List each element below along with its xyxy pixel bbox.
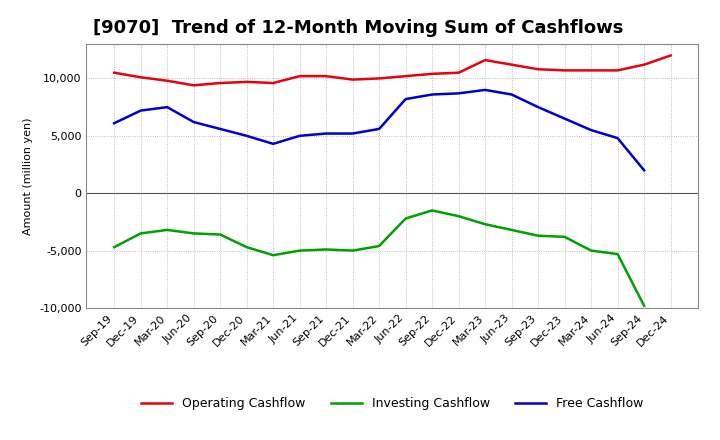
Investing Cashflow <box>322 247 330 252</box>
Operating Cashflow <box>534 66 542 72</box>
Free Cashflow <box>481 87 490 92</box>
Investing Cashflow <box>136 231 145 236</box>
Operating Cashflow <box>401 73 410 79</box>
Line: Operating Cashflow: Operating Cashflow <box>114 55 670 85</box>
Operating Cashflow <box>666 53 675 58</box>
Free Cashflow <box>269 141 277 147</box>
Free Cashflow <box>560 116 569 121</box>
Free Cashflow <box>613 136 622 141</box>
Text: [9070]  Trend of 12-Month Moving Sum of Cashflows: [9070] Trend of 12-Month Moving Sum of C… <box>92 19 623 37</box>
Operating Cashflow <box>348 77 357 82</box>
Legend: Operating Cashflow, Investing Cashflow, Free Cashflow: Operating Cashflow, Investing Cashflow, … <box>136 392 649 415</box>
Investing Cashflow <box>613 251 622 257</box>
Investing Cashflow <box>428 208 436 213</box>
Operating Cashflow <box>560 68 569 73</box>
Operating Cashflow <box>640 62 649 67</box>
Free Cashflow <box>110 121 119 126</box>
Y-axis label: Amount (million yen): Amount (million yen) <box>24 117 34 235</box>
Operating Cashflow <box>295 73 304 79</box>
Operating Cashflow <box>613 68 622 73</box>
Operating Cashflow <box>508 62 516 67</box>
Investing Cashflow <box>295 248 304 253</box>
Investing Cashflow <box>269 253 277 258</box>
Free Cashflow <box>534 104 542 110</box>
Operating Cashflow <box>481 58 490 63</box>
Investing Cashflow <box>534 233 542 238</box>
Operating Cashflow <box>322 73 330 79</box>
Investing Cashflow <box>401 216 410 221</box>
Investing Cashflow <box>640 303 649 308</box>
Investing Cashflow <box>375 243 384 249</box>
Free Cashflow <box>640 168 649 173</box>
Line: Free Cashflow: Free Cashflow <box>114 90 644 170</box>
Operating Cashflow <box>163 78 171 83</box>
Operating Cashflow <box>269 81 277 86</box>
Investing Cashflow <box>189 231 198 236</box>
Free Cashflow <box>428 92 436 97</box>
Line: Investing Cashflow: Investing Cashflow <box>114 210 644 306</box>
Operating Cashflow <box>243 79 251 84</box>
Investing Cashflow <box>348 248 357 253</box>
Operating Cashflow <box>189 83 198 88</box>
Free Cashflow <box>587 128 595 133</box>
Operating Cashflow <box>375 76 384 81</box>
Operating Cashflow <box>136 75 145 80</box>
Investing Cashflow <box>163 227 171 233</box>
Free Cashflow <box>243 133 251 139</box>
Operating Cashflow <box>428 71 436 77</box>
Free Cashflow <box>401 96 410 102</box>
Investing Cashflow <box>243 245 251 250</box>
Investing Cashflow <box>481 222 490 227</box>
Free Cashflow <box>322 131 330 136</box>
Operating Cashflow <box>587 68 595 73</box>
Free Cashflow <box>454 91 463 96</box>
Free Cashflow <box>189 119 198 125</box>
Investing Cashflow <box>454 213 463 219</box>
Investing Cashflow <box>110 245 119 250</box>
Free Cashflow <box>163 104 171 110</box>
Operating Cashflow <box>110 70 119 75</box>
Free Cashflow <box>295 133 304 139</box>
Free Cashflow <box>136 108 145 113</box>
Operating Cashflow <box>216 81 225 86</box>
Free Cashflow <box>375 126 384 132</box>
Investing Cashflow <box>587 248 595 253</box>
Investing Cashflow <box>508 227 516 233</box>
Investing Cashflow <box>560 234 569 239</box>
Free Cashflow <box>508 92 516 97</box>
Investing Cashflow <box>216 232 225 237</box>
Free Cashflow <box>216 126 225 132</box>
Free Cashflow <box>348 131 357 136</box>
Operating Cashflow <box>454 70 463 75</box>
